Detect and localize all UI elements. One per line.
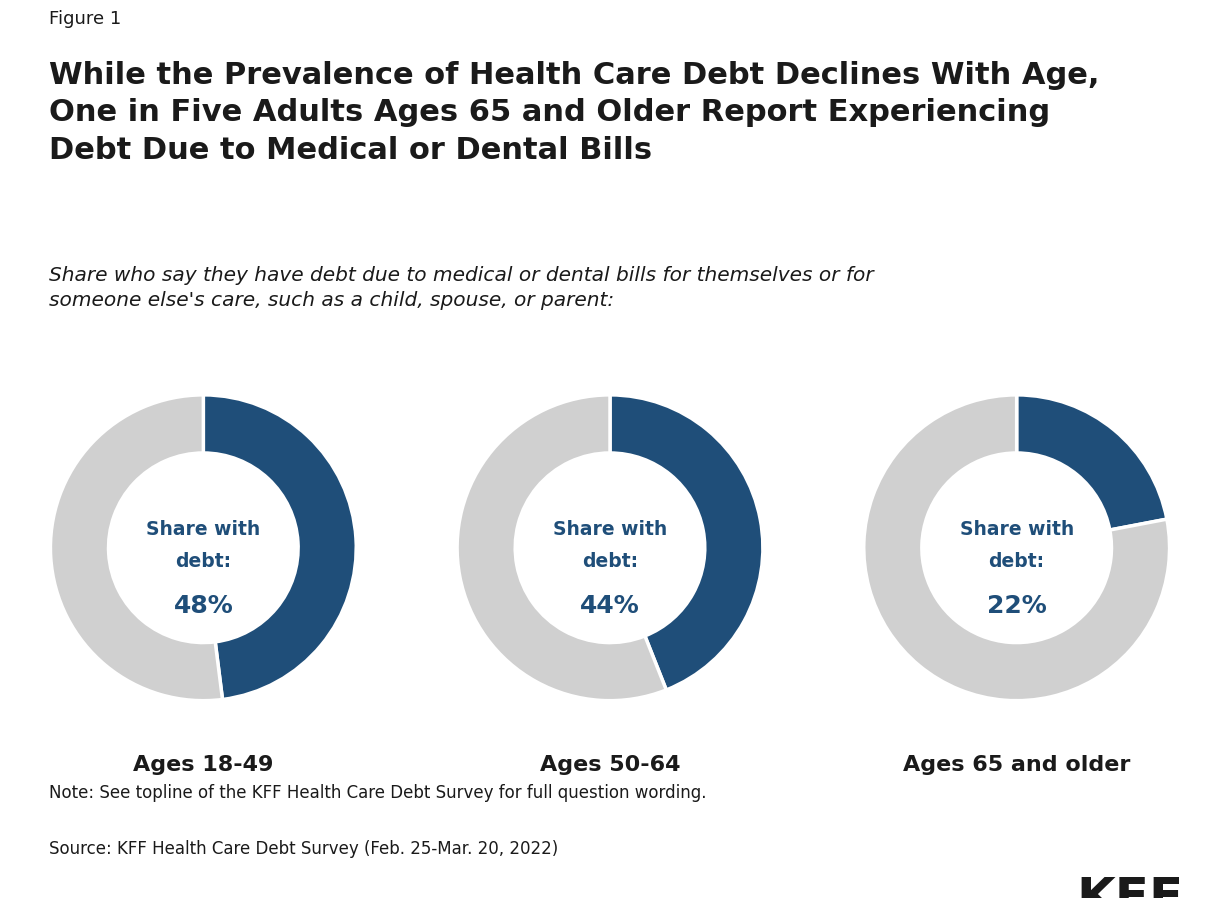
Wedge shape — [610, 395, 762, 690]
Text: Ages 50-64: Ages 50-64 — [539, 755, 681, 775]
Text: Ages 65 and older: Ages 65 and older — [903, 755, 1131, 775]
Wedge shape — [458, 395, 666, 700]
Text: 22%: 22% — [987, 594, 1047, 618]
Text: debt:: debt: — [988, 552, 1044, 571]
Text: Share with: Share with — [960, 520, 1074, 539]
Text: Share with: Share with — [146, 520, 260, 539]
Text: Note: See topline of the KFF Health Care Debt Survey for full question wording.: Note: See topline of the KFF Health Care… — [49, 783, 706, 802]
Text: debt:: debt: — [582, 552, 638, 571]
Text: Share who say they have debt due to medical or dental bills for themselves or fo: Share who say they have debt due to medi… — [49, 266, 874, 310]
Text: Source: KFF Health Care Debt Survey (Feb. 25-Mar. 20, 2022): Source: KFF Health Care Debt Survey (Feb… — [49, 840, 558, 858]
Text: 44%: 44% — [581, 594, 639, 618]
Wedge shape — [50, 395, 222, 700]
Wedge shape — [204, 395, 356, 700]
Text: Figure 1: Figure 1 — [49, 10, 121, 28]
Text: Ages 18-49: Ages 18-49 — [133, 755, 273, 775]
Text: Share with: Share with — [553, 520, 667, 539]
Wedge shape — [864, 395, 1170, 700]
Text: While the Prevalence of Health Care Debt Declines With Age,
One in Five Adults A: While the Prevalence of Health Care Debt… — [49, 61, 1099, 164]
Wedge shape — [1016, 395, 1166, 530]
Text: 48%: 48% — [173, 594, 233, 618]
Text: KFF: KFF — [1076, 875, 1183, 898]
Text: debt:: debt: — [176, 552, 232, 571]
